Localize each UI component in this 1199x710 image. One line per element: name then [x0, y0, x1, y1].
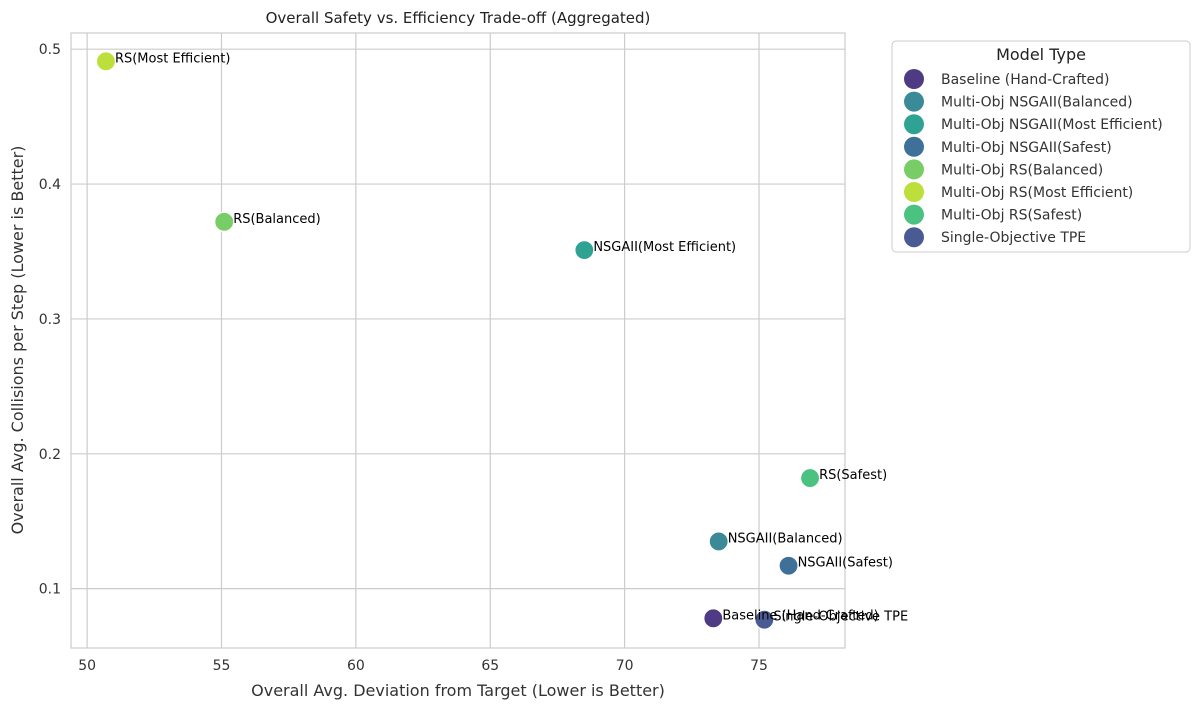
y-tick-label: 0.5 [39, 42, 61, 58]
legend-marker [904, 204, 924, 225]
x-tick-label: 65 [481, 658, 499, 674]
point-label: RS(Safest) [819, 468, 887, 483]
y-tick-label: 0.4 [39, 177, 61, 193]
legend-items: Baseline (Hand-Crafted) Multi-Obj NSGAII(… [904, 69, 1163, 248]
legend-title: Model Type [996, 45, 1086, 64]
legend-label: Multi-Obj NSGAII(Most Efficient) [941, 117, 1163, 133]
scatter-point [703, 608, 724, 629]
point-label: Baseline (Hand-Crafted) [722, 608, 878, 623]
legend-label: Multi-Obj RS(Safest) [941, 208, 1082, 224]
points [95, 51, 821, 630]
legend-label: Multi-Obj NSGAII(Balanced) [941, 95, 1133, 111]
scatter-point [778, 555, 799, 576]
x-tick-label: 75 [750, 658, 768, 674]
scatter-point [754, 609, 775, 630]
y-tick-labels: 0.1 0.2 0.3 0.4 0.5 [39, 42, 61, 597]
chart-title: Overall Safety vs. Efficiency Trade-off … [266, 9, 651, 27]
scatter-point [799, 467, 821, 489]
scatter-point [95, 51, 117, 72]
legend-marker [904, 227, 924, 248]
point-label: NSGAII(Safest) [798, 556, 893, 571]
point-label: RS(Balanced) [233, 212, 321, 227]
legend-marker [904, 136, 924, 157]
legend-marker [904, 182, 924, 202]
grid-x [86, 33, 760, 648]
legend-label: Multi-Obj NSGAII(Safest) [941, 140, 1112, 156]
x-tick-label: 60 [347, 658, 365, 674]
y-tick-label: 0.3 [39, 312, 61, 328]
grid-y [71, 48, 845, 590]
plot-area: Baseline (Hand-Crafted) NSGAII(Balanced) N… [70, 32, 908, 649]
legend-label: Baseline (Hand-Crafted) [941, 72, 1109, 88]
x-axis-label: Overall Avg. Deviation from Target (Lowe… [251, 681, 665, 700]
annotations: Baseline (Hand-Crafted) NSGAII(Balanced) N… [115, 51, 908, 624]
x-tick-label: 70 [616, 658, 634, 674]
legend-marker [904, 69, 924, 89]
x-tick-label: 50 [78, 658, 96, 674]
y-tick-label: 0.2 [39, 447, 61, 463]
legend-marker [904, 114, 924, 135]
legend-label: Multi-Obj RS(Most Efficient) [941, 185, 1133, 201]
x-tick-label: 55 [213, 658, 231, 674]
x-tick-labels: 50 55 60 65 70 75 [78, 658, 768, 674]
plot-frame [70, 32, 846, 649]
scatter-point [214, 211, 235, 232]
scatter-point [708, 531, 729, 552]
scatter-point [574, 240, 595, 261]
point-label: RS(Most Efficient) [115, 51, 230, 66]
legend: Model Type Baseline (Hand-Crafted) Multi-… [891, 40, 1191, 253]
point-label: NSGAII(Balanced) [728, 531, 843, 546]
y-axis-label: Overall Avg. Collisions per Step (Lower … [8, 146, 27, 535]
legend-marker [904, 91, 924, 112]
y-tick-label: 0.1 [39, 582, 61, 598]
legend-frame [891, 40, 1191, 253]
legend-label: Single-Objective TPE [941, 230, 1086, 246]
legend-marker [904, 159, 924, 180]
legend-label: Multi-Obj RS(Balanced) [941, 162, 1103, 178]
point-label: Single-Objective TPE [773, 610, 908, 625]
point-label: NSGAII(Most Efficient) [593, 240, 736, 255]
